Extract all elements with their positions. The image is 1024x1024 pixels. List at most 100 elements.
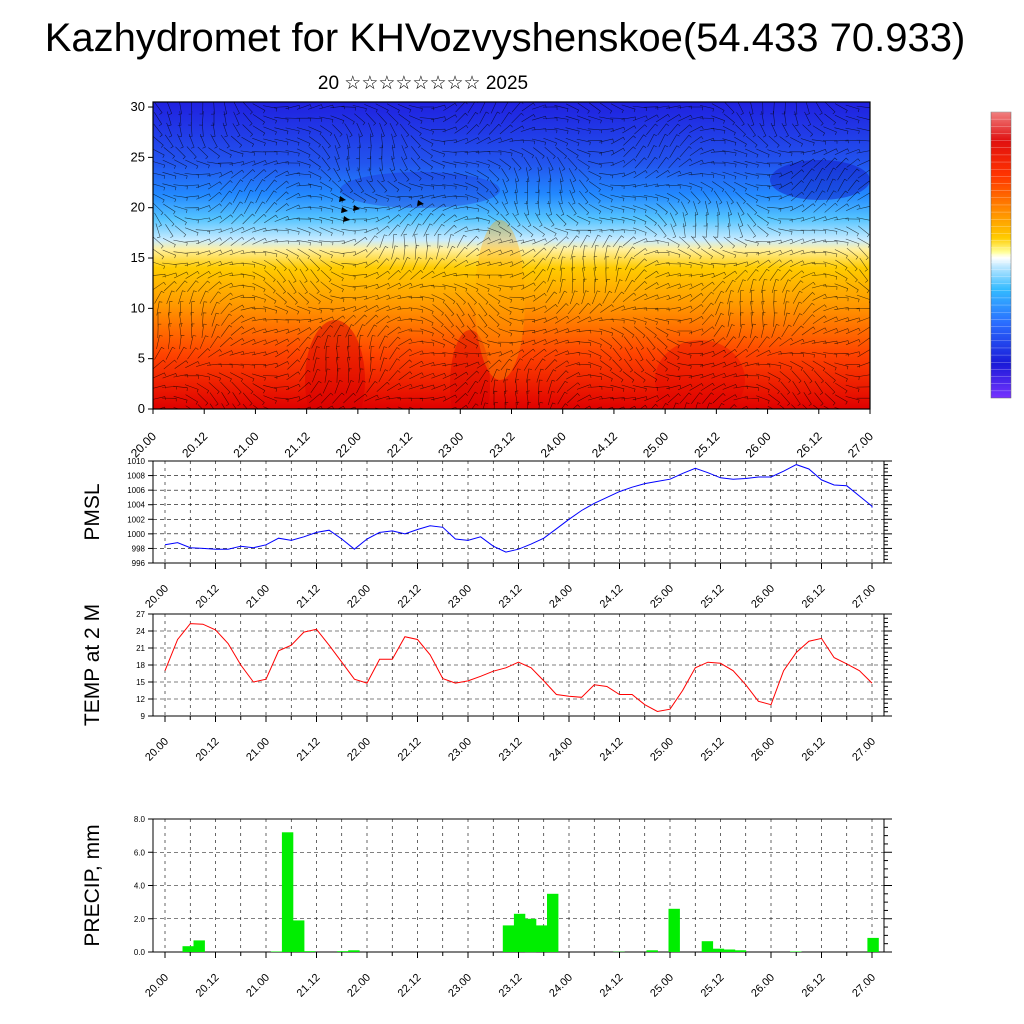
y-tick-label: 1002: [127, 515, 145, 524]
x-tick-label: 27.00: [845, 429, 876, 460]
field-variation: [305, 160, 870, 409]
precip-panel: 20.00 20.12 21.00 21.12 22.00 22.12 23.00 23.12…: [81, 815, 892, 1000]
x-tick-label: 20.00: [143, 736, 171, 764]
y-tick-label: 5: [138, 351, 145, 366]
x-tick-label: 24.12: [589, 429, 620, 460]
x-tick-label: 20.12: [179, 429, 210, 460]
precip-bar: [281, 832, 294, 952]
x-tick-label: 21.12: [295, 736, 323, 764]
x-tick-label: 25.00: [648, 736, 676, 764]
y-tick-label: 12: [136, 695, 145, 704]
precip-bar: [646, 950, 658, 952]
precip-bar: [701, 941, 714, 952]
pmsl-series-line: [164, 464, 873, 553]
precip-bar: [293, 920, 305, 952]
y-tick-label: 8.0: [134, 815, 146, 824]
wind-flag: [417, 200, 424, 206]
x-tick-label: 22.00: [345, 972, 373, 1000]
x-tick-label: 23.00: [446, 972, 474, 1000]
cross-section-y-axis: 0 5 10 15 20 25 30: [131, 99, 153, 416]
wind-flag: [353, 205, 360, 211]
page-subtitle: 20 ☆☆☆☆☆☆☆☆ 2025: [317, 73, 529, 94]
y-tick-label: 21: [136, 644, 145, 653]
x-tick-label: 25.12: [699, 972, 727, 1000]
y-axis-label: TEMP at 2 M: [81, 604, 104, 726]
x-tick-label: 23.12: [497, 736, 525, 764]
y-tick-label: 1004: [127, 501, 145, 510]
precip-bar: [337, 951, 349, 952]
x-tick-label: 20.12: [194, 972, 222, 1000]
x-tick-label: 24.00: [547, 583, 575, 611]
y-tick-label: 25: [131, 149, 145, 164]
y-tick-label: 0.0: [134, 948, 146, 957]
precip-bar: [547, 893, 559, 952]
precip-bar: [182, 946, 194, 952]
x-tick-label: 20.12: [194, 583, 222, 611]
precip-bar: [867, 937, 879, 952]
x-tick-label: 24.12: [598, 736, 626, 764]
y-tick-label: 4.0: [134, 882, 146, 891]
y-tick-label: 30: [131, 99, 145, 114]
y-tick-label: 20: [131, 200, 145, 215]
x-tick-label: 22.12: [396, 972, 424, 1000]
x-tick-label: 26.00: [743, 429, 774, 460]
y-tick-label: 998: [132, 544, 146, 553]
x-tick-label: 21.00: [230, 429, 261, 460]
precip-bar: [348, 950, 360, 952]
temp-series-line: [164, 623, 873, 713]
x-tick-label: 26.00: [749, 736, 777, 764]
temp-panel: 20.00 20.12 21.00 21.12 22.00 22.12 23.00 23.12…: [81, 604, 892, 764]
precip-bar: [712, 948, 725, 952]
x-tick-label: 26.12: [800, 972, 828, 1000]
wind-flag: [343, 216, 350, 222]
x-tick-label: 21.00: [244, 736, 272, 764]
y-tick-label: 1008: [127, 472, 145, 481]
x-tick-label: 23.12: [486, 429, 517, 460]
cross-section-x-axis: 20.00 20.12 21.00 21.12 22.00 22.12 23.00 23.12…: [128, 409, 876, 460]
y-tick-label: 15: [131, 250, 145, 265]
x-tick-label: 23.00: [446, 583, 474, 611]
x-tick-label: 22.00: [345, 736, 373, 764]
x-tick-label: 27.00: [850, 583, 878, 611]
y-tick-label: 6.0: [134, 848, 146, 857]
y-tick-label: 24: [136, 627, 145, 636]
page-title: Kazhydromet for KHVozvyshenskoe(54.433 7…: [44, 16, 966, 60]
x-tick-label: 21.00: [244, 972, 272, 1000]
y-axis-label: PMSL: [81, 483, 104, 540]
precip-bar: [723, 949, 736, 952]
precip-bar: [536, 925, 548, 952]
y-tick-label: 27: [136, 610, 145, 619]
precip-bar: [270, 951, 283, 952]
y-axis-label: PRECIP, mm: [81, 824, 104, 946]
x-tick-label: 20.00: [143, 583, 171, 611]
x-tick-label: 27.00: [850, 972, 878, 1000]
precip-bar: [524, 918, 537, 953]
x-tick-label: 25.00: [648, 972, 676, 1000]
x-tick-label: 22.00: [345, 583, 373, 611]
x-tick-label: 25.12: [699, 736, 727, 764]
x-tick-label: 23.00: [435, 429, 466, 460]
pmsl-panel: 20.00 20.12 21.00 21.12 22.00 22.12 23.00 23.12…: [81, 457, 892, 611]
precip-bar: [304, 951, 316, 952]
x-tick-label: 20.00: [128, 429, 159, 460]
cross-section-panel: 0 5 10 15 20 25 30 20.00 20.12 21.00 21.12 22.00 22…: [128, 99, 876, 460]
x-tick-label: 25.12: [699, 583, 727, 611]
x-tick-label: 23.12: [497, 583, 525, 611]
y-tick-label: 15: [136, 678, 145, 687]
y-tick-label: 1000: [127, 530, 145, 539]
precip-bar: [734, 950, 747, 952]
x-tick-label: 21.00: [244, 583, 272, 611]
x-tick-label: 25.00: [640, 429, 671, 460]
x-tick-label: 22.12: [396, 736, 424, 764]
precip-bar: [668, 908, 680, 952]
x-tick-label: 24.12: [598, 583, 626, 611]
precip-bar: [513, 913, 526, 952]
precip-bar: [193, 940, 205, 952]
x-tick-label: 24.00: [547, 972, 575, 1000]
y-tick-label: 1006: [127, 486, 145, 495]
y-tick-label: 2.0: [134, 915, 146, 924]
x-tick-label: 22.00: [333, 429, 364, 460]
wind-flag: [339, 196, 346, 202]
x-tick-label: 24.12: [598, 972, 626, 1000]
